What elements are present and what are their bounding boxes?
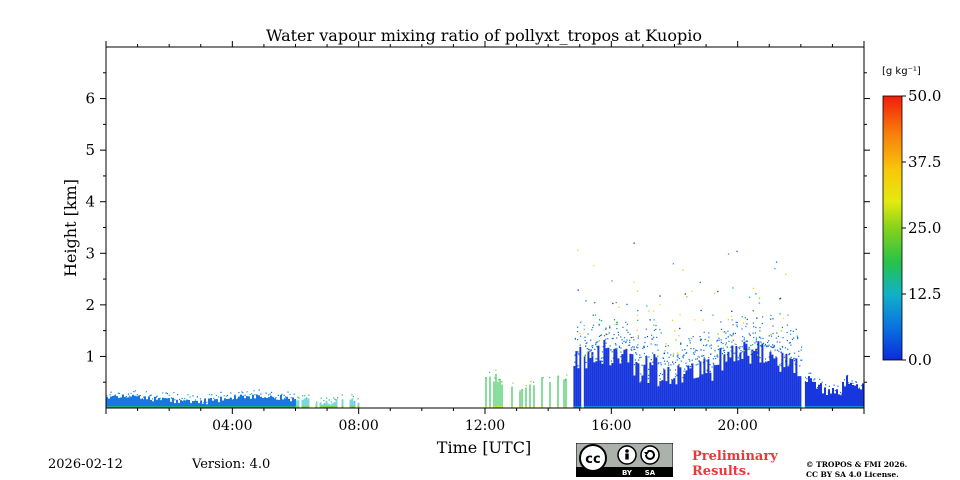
sa-label: SA [645, 469, 656, 477]
data-region-evening-layer [804, 372, 864, 408]
y-axis: 1 2 3 4 5 6 [85, 72, 870, 383]
data-gap [581, 47, 584, 408]
copyright-line-2: CC BY SA 4.0 License. [806, 470, 899, 479]
x-axis-label: Time [UTC] [437, 438, 531, 457]
colorbar [882, 95, 903, 361]
data-region-morning-sparse [295, 394, 360, 408]
x-tick-label: 12:00 [465, 418, 505, 434]
x-tick-label: 04:00 [212, 418, 252, 434]
colorbar-ticks: 0.0 12.5 25.0 37.5 50.0 [902, 87, 941, 369]
colorbar-tick-label: 37.5 [908, 153, 941, 171]
y-tick-label: 3 [85, 244, 95, 262]
data-gap [802, 47, 805, 408]
y-tick-label: 2 [85, 296, 95, 314]
colorbar-tick-label: 0.0 [908, 351, 932, 369]
cc-license-badge[interactable]: cc BY SA [576, 443, 673, 477]
y-tick-label: 6 [85, 90, 95, 108]
y-axis-label: Height [km] [61, 179, 80, 277]
plot-frame [105, 46, 865, 409]
x-tick-label: 20:00 [717, 418, 757, 434]
colorbar-unit: [g kg⁻¹] [882, 66, 921, 77]
y-tick-label: 1 [85, 347, 95, 365]
cc-icon [579, 444, 607, 472]
colorbar-tick-label: 50.0 [908, 87, 941, 105]
y-tick-label: 5 [85, 141, 95, 159]
data-layer [106, 47, 864, 408]
by-label: BY [622, 469, 633, 477]
colorbar-tick-label: 25.0 [908, 219, 941, 237]
version-label: Version: 4.0 [192, 457, 271, 472]
data-region-night-layer [106, 389, 296, 408]
copyright-line-1: © TROPOS & FMI 2026. [806, 460, 908, 469]
cc-icon-text: cc [585, 452, 600, 467]
data-region-noon-sparse [485, 369, 568, 408]
scatter-points [577, 242, 792, 358]
preliminary-note: Preliminary Results. [692, 449, 778, 479]
colorbar-tick-label: 12.5 [908, 285, 941, 303]
y-tick-label: 4 [85, 193, 95, 211]
data-region-afternoon-boundary-layer [573, 316, 803, 408]
chart-title: Water vapour mixing ratio of pollyxt_tro… [266, 26, 702, 45]
x-tick-label: 08:00 [338, 418, 378, 434]
share-alike-icon [640, 445, 660, 465]
copyright-notice: © TROPOS & FMI 2026. CC BY SA 4.0 Licens… [806, 460, 907, 480]
x-axis: 04:00 08:00 12:00 16:00 20:00 [105, 41, 865, 434]
x-tick-label: 16:00 [591, 418, 631, 434]
date-label: 2026-02-12 [48, 457, 123, 472]
